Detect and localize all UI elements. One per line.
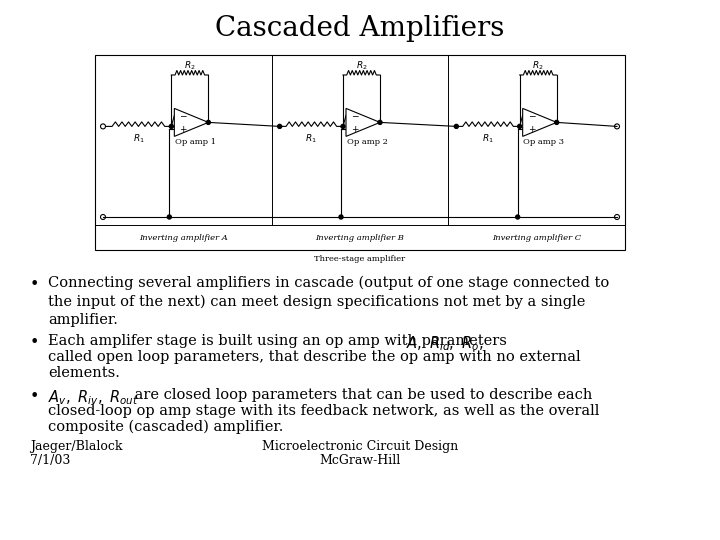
Text: closed-loop op amp stage with its feedback network, as well as the overall: closed-loop op amp stage with its feedba… (48, 404, 599, 418)
Text: •: • (30, 334, 40, 351)
Text: $A,\ R_{id},\ R_o,$: $A,\ R_{id},\ R_o,$ (406, 334, 483, 353)
Text: $R_2$: $R_2$ (356, 59, 367, 72)
Text: Jaeger/Blalock: Jaeger/Blalock (30, 440, 122, 453)
Text: +: + (351, 125, 359, 134)
Text: 7/1/03: 7/1/03 (30, 454, 71, 467)
Text: •: • (30, 276, 40, 293)
Text: $A_v,\ R_{iv},\ R_{out}$: $A_v,\ R_{iv},\ R_{out}$ (48, 388, 138, 407)
Text: called open loop parameters, that describe the op amp with no external: called open loop parameters, that descri… (48, 350, 580, 364)
Text: −: − (528, 111, 535, 120)
Text: $R_1$: $R_1$ (305, 132, 318, 145)
Text: are closed loop parameters that can be used to describe each: are closed loop parameters that can be u… (130, 388, 593, 402)
Text: Three-stage amplifier: Three-stage amplifier (315, 255, 405, 263)
Circle shape (454, 124, 459, 129)
Text: McGraw-Hill: McGraw-Hill (320, 454, 400, 467)
Text: Each amplifer stage is built using an op amp with parameters: Each amplifer stage is built using an op… (48, 334, 511, 348)
Circle shape (278, 124, 282, 129)
Polygon shape (346, 109, 380, 137)
Text: Op amp 2: Op amp 2 (346, 138, 387, 146)
Circle shape (518, 124, 522, 129)
Bar (95, 55, 625, 250)
Circle shape (339, 215, 343, 219)
Text: $R_1$: $R_1$ (482, 132, 494, 145)
Text: Connecting several amplifiers in cascade (output of one stage connected to
the i: Connecting several amplifiers in cascade… (48, 276, 609, 327)
Text: −: − (179, 111, 186, 120)
Circle shape (167, 215, 171, 219)
Text: +: + (179, 125, 186, 134)
Circle shape (341, 124, 345, 129)
Circle shape (169, 124, 174, 129)
Text: $R_2$: $R_2$ (184, 59, 196, 72)
Text: +: + (528, 125, 535, 134)
Text: Cascaded Amplifiers: Cascaded Amplifiers (215, 15, 505, 42)
Text: Inverting amplifier A: Inverting amplifier A (139, 233, 228, 241)
Text: Microelectronic Circuit Design: Microelectronic Circuit Design (262, 440, 458, 453)
Text: Inverting amplifier B: Inverting amplifier B (315, 233, 405, 241)
Text: composite (cascaded) amplifier.: composite (cascaded) amplifier. (48, 420, 284, 434)
Text: −: − (351, 111, 359, 120)
Text: Op amp 3: Op amp 3 (523, 138, 564, 146)
Text: $R_2$: $R_2$ (532, 59, 544, 72)
Text: •: • (30, 388, 40, 405)
Polygon shape (174, 109, 208, 137)
Circle shape (516, 215, 520, 219)
Text: Op amp 1: Op amp 1 (175, 138, 216, 146)
Polygon shape (523, 109, 557, 137)
Circle shape (207, 120, 210, 124)
Circle shape (554, 120, 559, 124)
Circle shape (378, 120, 382, 124)
Text: Inverting amplifier C: Inverting amplifier C (492, 233, 581, 241)
Text: elements.: elements. (48, 366, 120, 380)
Text: $R_1$: $R_1$ (132, 132, 144, 145)
